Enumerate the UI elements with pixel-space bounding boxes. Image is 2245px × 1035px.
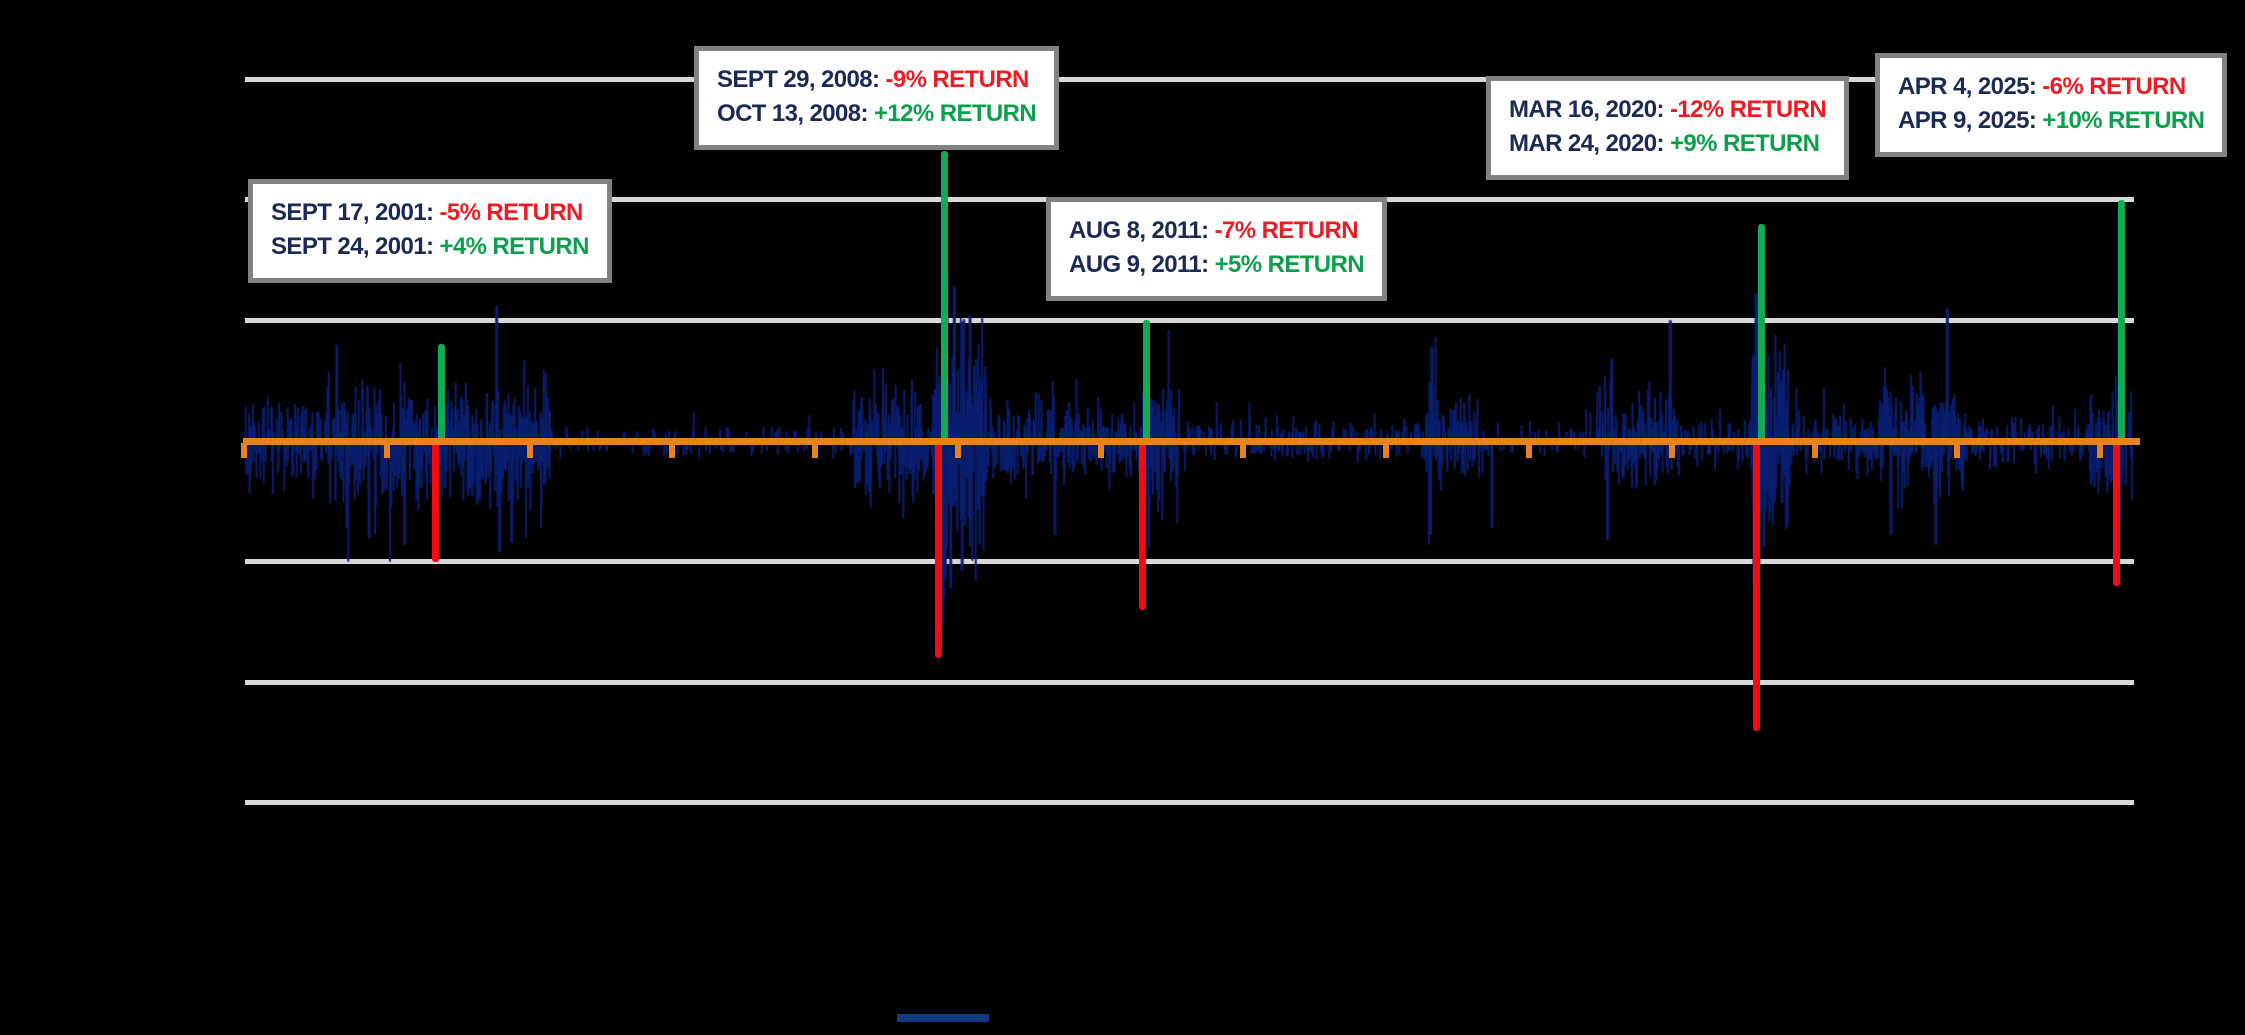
year-tick-2017: [1526, 443, 1533, 458]
annotation-line: OCT 13, 2008: +12% RETURN: [717, 97, 1037, 131]
event-return-value: +4% RETURN: [439, 233, 589, 260]
rebound-day-bar-oct-13-2008: [941, 151, 949, 443]
event-return-value: +5% RETURN: [1214, 251, 1365, 278]
annotation-line: APR 4, 2025: -6% RETURN: [1898, 70, 2204, 104]
event-return-value: -5% RETURN: [439, 199, 583, 226]
annotation-mar-2020: MAR 16, 2020: -12% RETURN MAR 24, 2020: …: [1486, 76, 1850, 180]
legend-series-swatch: [897, 1014, 989, 1022]
event-return-value: -9% RETURN: [885, 66, 1029, 93]
event-date-label: SEPT 17, 2001:: [271, 199, 440, 226]
event-return-value: +10% RETURN: [2042, 107, 2205, 134]
year-tick-2005: [669, 443, 676, 458]
event-date-label: AUG 9, 2011:: [1069, 251, 1215, 278]
year-tick-2021: [1811, 443, 1818, 458]
crash-day-bar-aug-8-2011: [1138, 439, 1146, 610]
year-tick-2013: [1240, 443, 1247, 458]
event-date-label: SEPT 29, 2008:: [717, 66, 886, 93]
event-return-value: +9% RETURN: [1670, 130, 1820, 157]
rebound-day-bar-apr-9-2025: [2118, 199, 2126, 443]
annotation-fall-2008: SEPT 29, 2008: -9% RETURN OCT 13, 2008: …: [694, 46, 1060, 150]
year-tick-2025: [2097, 443, 2104, 458]
annotation-line: SEPT 24, 2001: +4% RETURN: [271, 230, 589, 264]
rebound-day-bar-sept-24-2001: [437, 344, 445, 443]
event-return-value: -7% RETURN: [1214, 217, 1359, 244]
event-date-label: AUG 8, 2011:: [1069, 217, 1215, 244]
zero-baseline: [243, 437, 2140, 445]
annotation-line: SEPT 17, 2001: -5% RETURN: [271, 196, 589, 230]
annotation-line: MAR 16, 2020: -12% RETURN: [1509, 93, 1827, 127]
crash-day-bar-apr-4-2025: [2113, 439, 2121, 586]
event-return-value: -12% RETURN: [1670, 96, 1827, 123]
event-date-label: SEPT 24, 2001:: [271, 233, 440, 260]
year-tick-1999: [241, 443, 247, 458]
event-date-label: MAR 16, 2020:: [1509, 96, 1671, 123]
year-tick-2007: [812, 443, 819, 458]
crash-day-bar-sept-17-2001: [432, 439, 440, 562]
annotation-aug-2011: AUG 8, 2011: -7% RETURN AUG 9, 2011: +5%…: [1046, 197, 1387, 301]
annotation-line: APR 9, 2025: +10% RETURN: [1898, 104, 2205, 138]
year-tick-2001: [383, 443, 390, 458]
event-date-label: APR 4, 2025:: [1898, 73, 2043, 100]
annotation-sept-2001: SEPT 17, 2001: -5% RETURN SEPT 24, 2001:…: [248, 179, 612, 283]
annotation-apr-2025: APR 4, 2025: -6% RETURN APR 9, 2025: +10…: [1875, 53, 2228, 157]
rebound-day-bar-aug-9-2011: [1142, 320, 1150, 443]
year-tick-2023: [1954, 443, 1961, 458]
year-tick-2011: [1097, 443, 1104, 458]
crash-day-bar-mar-16-2020: [1752, 439, 1760, 731]
rebound-day-bar-mar-24-2020: [1758, 223, 1766, 443]
event-date-label: OCT 13, 2008:: [717, 100, 875, 127]
annotation-line: AUG 8, 2011: -7% RETURN: [1069, 214, 1364, 248]
year-tick-2009: [954, 443, 961, 458]
year-tick-2015: [1383, 443, 1390, 458]
event-return-value: +12% RETURN: [874, 100, 1037, 127]
event-date-label: MAR 24, 2020:: [1509, 130, 1671, 157]
event-date-label: APR 9, 2025:: [1898, 107, 2043, 134]
year-tick-2019: [1668, 443, 1675, 458]
annotation-line: AUG 9, 2011: +5% RETURN: [1069, 248, 1365, 282]
annotation-line: SEPT 29, 2008: -9% RETURN: [717, 63, 1036, 97]
year-tick-2003: [526, 443, 533, 458]
annotation-line: MAR 24, 2020: +9% RETURN: [1509, 127, 1826, 161]
crash-day-bar-sept-29-2008: [934, 439, 942, 659]
event-return-value: -6% RETURN: [2042, 73, 2186, 100]
